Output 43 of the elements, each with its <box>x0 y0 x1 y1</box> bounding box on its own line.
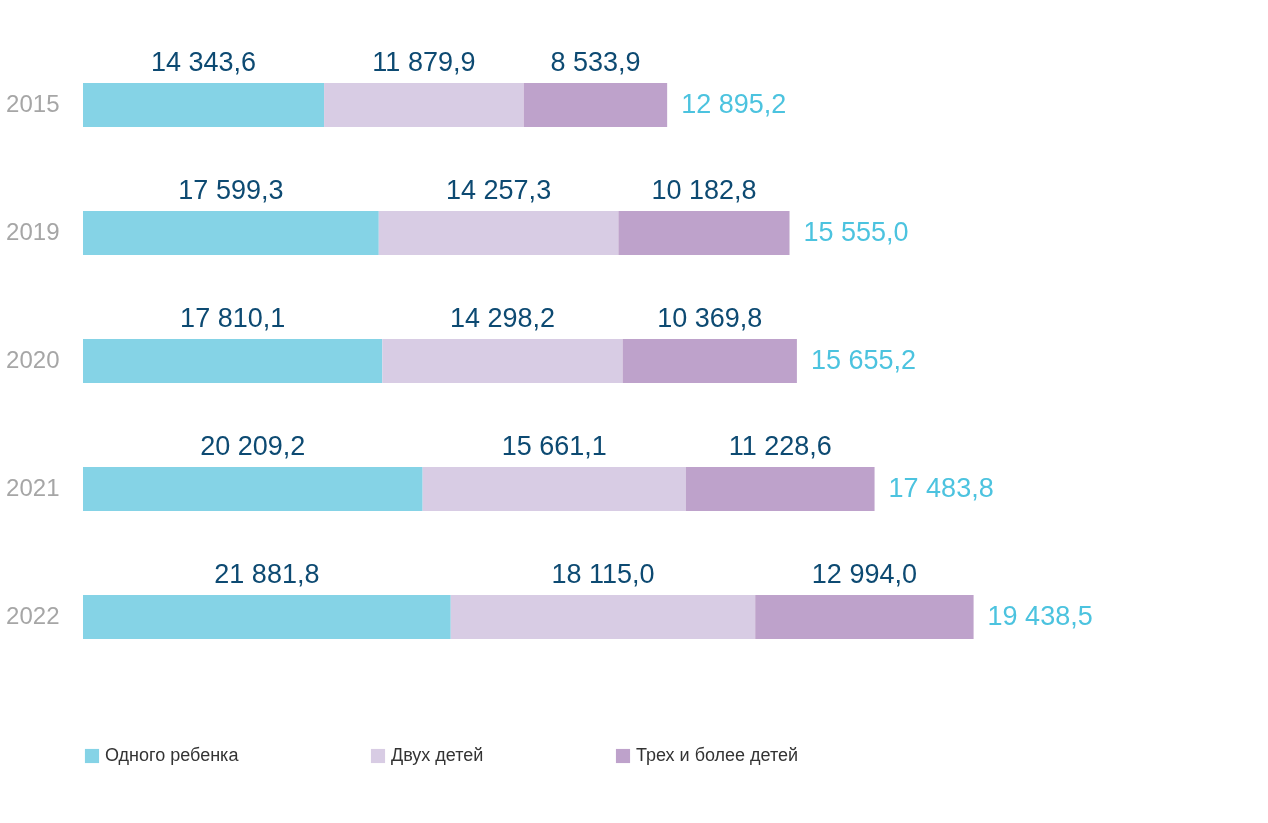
y-tick-label: 2021 <box>6 474 60 502</box>
data-label: 14 343,6 <box>150 46 257 77</box>
data-label: 17 599,3 <box>178 174 284 205</box>
data-label: 11 228,6 <box>728 431 832 462</box>
data-label: 20 209,2 <box>200 431 306 462</box>
annotation: 19 438,5 <box>987 601 1093 632</box>
data-label: 15 661,1 <box>501 431 607 462</box>
legend-label: Одного ребенка <box>105 745 240 765</box>
data-label: 17 810,1 <box>180 303 286 333</box>
data-label: 8 533,9 <box>550 46 641 77</box>
data-label: 14 257,3 <box>446 174 552 205</box>
data-label: 18 115,0 <box>551 559 655 590</box>
annotation: 17 483,8 <box>888 473 994 504</box>
bar <box>422 467 686 512</box>
bar <box>83 595 451 640</box>
data-label: 21 881,8 <box>214 559 320 590</box>
data-label: 10 182,8 <box>651 174 757 205</box>
bar <box>378 210 619 255</box>
annotation: 15 655,2 <box>810 345 917 375</box>
data-label: 10 369,8 <box>657 303 763 333</box>
annotation: 12 895,2 <box>681 88 787 119</box>
bar <box>324 82 524 127</box>
bar <box>382 339 623 383</box>
bar <box>83 210 379 255</box>
y-tick-label: 2022 <box>6 602 60 630</box>
legend-label: Двух детей <box>391 745 484 765</box>
bar <box>83 82 325 127</box>
bar <box>450 595 756 640</box>
y-tick-label: 2019 <box>6 217 60 245</box>
bar <box>685 467 875 512</box>
bar <box>83 339 383 383</box>
data-label: 14 298,2 <box>449 303 556 333</box>
bar <box>83 467 423 512</box>
data-label: 12 994,0 <box>811 559 917 590</box>
bar <box>618 210 790 255</box>
bar <box>755 595 974 640</box>
bar <box>523 82 668 127</box>
bar <box>622 339 797 383</box>
y-tick-label: 2015 <box>6 89 60 117</box>
y-tick-label: 2020 <box>6 346 60 373</box>
legend-label: Трех и более детей <box>636 745 799 765</box>
annotation: 15 555,0 <box>803 216 909 247</box>
data-label: 11 879,9 <box>372 46 476 77</box>
